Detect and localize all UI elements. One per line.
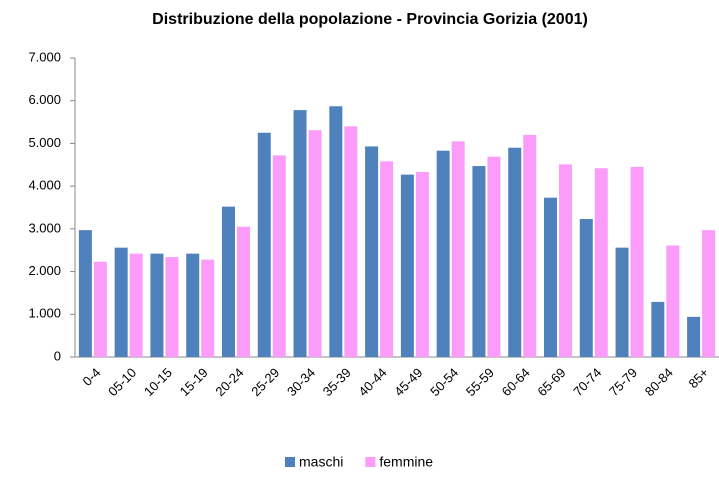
bar <box>272 155 286 357</box>
x-tick-label: 60-64 <box>499 365 533 399</box>
x-tick-label: 30-34 <box>284 365 318 399</box>
y-tick-label: 6.000 <box>28 92 61 107</box>
bar <box>78 230 92 357</box>
bar <box>594 168 608 357</box>
x-tick-label: 10-15 <box>141 365 175 399</box>
x-tick-label: 55-59 <box>463 365 497 399</box>
x-tick-label: 80-84 <box>642 365 676 399</box>
bar <box>201 259 215 357</box>
bar <box>114 247 128 357</box>
bar <box>487 156 501 357</box>
x-tick-label: 45-49 <box>391 365 425 399</box>
legend-swatch <box>285 457 295 467</box>
bar <box>508 147 522 357</box>
bar <box>165 257 179 357</box>
x-tick-label: 0-4 <box>80 365 104 389</box>
bar <box>579 219 593 357</box>
bar <box>687 316 701 357</box>
bar <box>380 161 394 357</box>
bar <box>702 230 716 357</box>
x-tick-label: 85+ <box>685 365 711 391</box>
bar <box>666 245 680 357</box>
bar <box>523 134 537 357</box>
legend-label: maschi <box>299 454 343 470</box>
bar <box>293 110 307 358</box>
bar <box>544 197 557 357</box>
x-tick-label: 40-44 <box>356 365 390 399</box>
y-tick-label: 0 <box>54 348 61 363</box>
bar <box>651 301 665 357</box>
x-tick-label: 15-19 <box>177 365 211 399</box>
bar <box>150 253 164 357</box>
y-tick-label: 4.000 <box>28 178 61 193</box>
x-tick-label: 70-74 <box>570 365 604 399</box>
bar <box>329 106 343 357</box>
bar <box>615 247 629 357</box>
x-tick-label: 05-10 <box>105 365 139 399</box>
legend-label: femmine <box>379 454 433 470</box>
bar <box>415 172 429 357</box>
x-tick-label: 75-79 <box>606 365 640 399</box>
legend-swatch <box>365 457 376 467</box>
x-tick-label: 25-29 <box>248 365 282 399</box>
x-tick-label: 20-24 <box>212 365 246 399</box>
bar <box>186 253 200 357</box>
bar <box>451 141 465 357</box>
y-tick-label: 7.000 <box>28 49 61 64</box>
y-tick-label: 3.000 <box>28 220 61 235</box>
y-tick-label: 2.000 <box>28 263 61 278</box>
x-tick-label: 50-54 <box>427 365 461 399</box>
bar <box>93 261 107 357</box>
bar <box>222 206 235 357</box>
bar <box>559 164 572 357</box>
x-tick-label: 65-69 <box>534 365 568 399</box>
bar <box>308 130 322 357</box>
bar <box>472 166 486 357</box>
y-tick-label: 1.000 <box>28 306 61 321</box>
bar <box>129 253 143 357</box>
bar <box>436 150 450 357</box>
bar <box>237 226 250 357</box>
chart-title: Distribuzione della popolazione - Provin… <box>152 11 588 28</box>
bar <box>257 132 271 357</box>
bar <box>344 126 358 357</box>
bar <box>365 146 379 357</box>
bar <box>630 166 644 357</box>
bar <box>400 174 414 357</box>
y-tick-label: 5.000 <box>28 135 61 150</box>
x-tick-label: 35-39 <box>320 365 354 399</box>
